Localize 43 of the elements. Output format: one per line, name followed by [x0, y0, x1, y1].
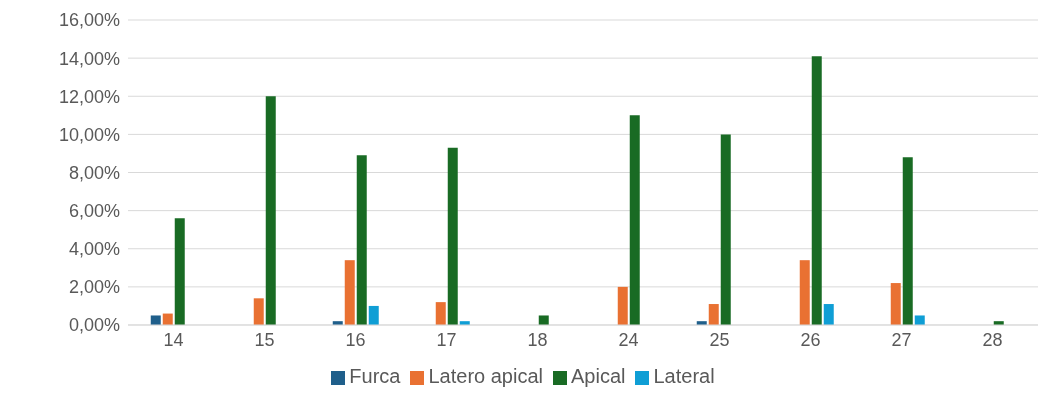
bar [811, 56, 822, 325]
x-tick-label: 28 [982, 329, 1003, 350]
x-tick-label: 18 [527, 329, 548, 350]
bar [708, 304, 719, 325]
bar [435, 302, 446, 325]
bar [253, 298, 264, 325]
bar [356, 155, 367, 325]
bar [890, 283, 901, 325]
x-tick-label: 16 [345, 329, 366, 350]
bar [150, 315, 161, 325]
bar [914, 315, 925, 325]
x-tick-label: 26 [800, 329, 821, 350]
legend-label: Apical [571, 365, 626, 387]
x-tick-label: 27 [891, 329, 912, 350]
x-tick-label: 15 [254, 329, 275, 350]
bar [174, 218, 185, 325]
bar [617, 286, 628, 325]
y-tick-label: 14,00% [58, 48, 120, 69]
bar [629, 115, 640, 325]
y-tick-label: 6,00% [68, 201, 120, 222]
y-tick-label: 0,00% [68, 315, 120, 336]
legend-label: Lateral [653, 365, 715, 387]
x-tick-label: 14 [163, 329, 184, 350]
bar [720, 134, 731, 325]
x-tick-label: 17 [436, 329, 457, 350]
bar [368, 305, 379, 325]
legend-label: Furca [349, 365, 401, 387]
bar [538, 315, 549, 325]
bar [447, 147, 458, 325]
bar [265, 96, 276, 325]
bar [823, 304, 834, 325]
y-tick-label: 8,00% [68, 162, 120, 183]
y-tick-label: 12,00% [58, 86, 120, 107]
x-tick-label: 24 [618, 329, 639, 350]
y-tick-label: 10,00% [58, 124, 120, 145]
bar [799, 260, 810, 325]
bar [902, 157, 913, 325]
x-tick-label: 25 [709, 329, 730, 350]
y-tick-label: 4,00% [68, 239, 120, 260]
bar [344, 260, 355, 325]
legend-label: Latero apical [428, 365, 543, 387]
y-tick-label: 16,00% [58, 10, 120, 31]
y-tick-label: 2,00% [68, 277, 120, 298]
